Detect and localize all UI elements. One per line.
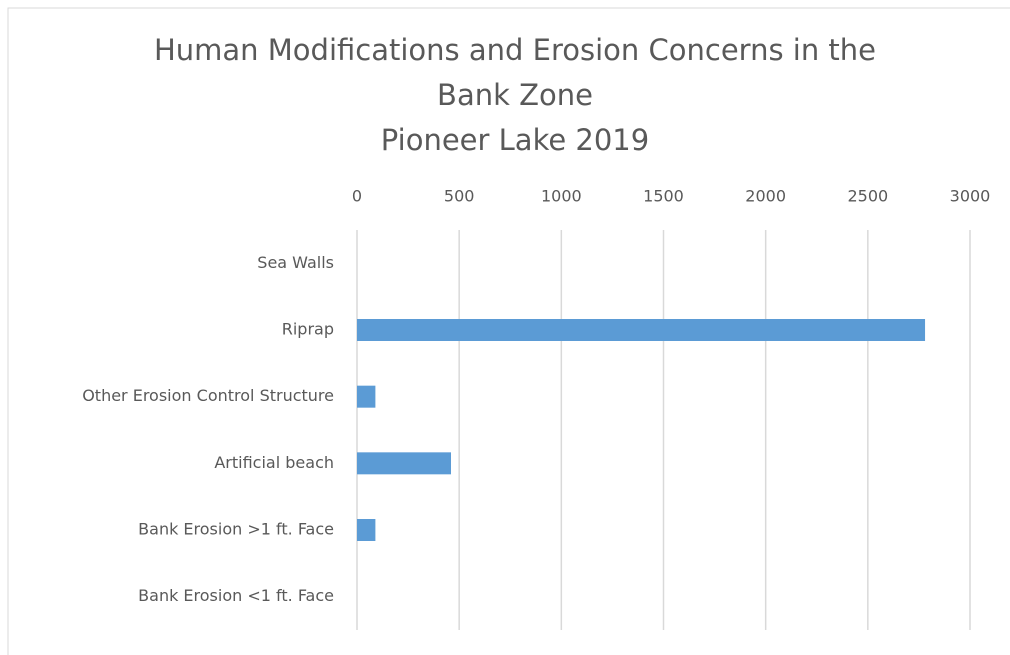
x-tick-label: 500 [444, 187, 475, 206]
y-tick-label: Sea Walls [257, 253, 334, 272]
x-tick-label: 2000 [745, 187, 786, 206]
chart-title: Bank Zone [437, 78, 593, 112]
x-tick-label: 0 [352, 187, 362, 206]
y-tick-label: Bank Erosion <1 ft. Face [138, 586, 334, 605]
y-tick-label: Bank Erosion >1 ft. Face [138, 520, 334, 539]
bar [357, 319, 926, 341]
chart-title: Pioneer Lake 2019 [381, 123, 649, 157]
y-tick-label: Other Erosion Control Structure [82, 386, 334, 405]
y-tick-label: Riprap [282, 320, 334, 339]
bar [357, 452, 451, 475]
chart-border [7, 7, 1010, 655]
bar [357, 385, 376, 408]
bar [357, 519, 376, 541]
x-tick-label: 1000 [541, 187, 582, 206]
chart-title: Human Modifications and Erosion Concerns… [154, 33, 876, 67]
x-tick-label: 3000 [950, 187, 991, 206]
y-tick-label: Artificial beach [214, 453, 334, 472]
x-tick-label: 1500 [643, 187, 684, 206]
x-tick-label: 2500 [847, 187, 888, 206]
